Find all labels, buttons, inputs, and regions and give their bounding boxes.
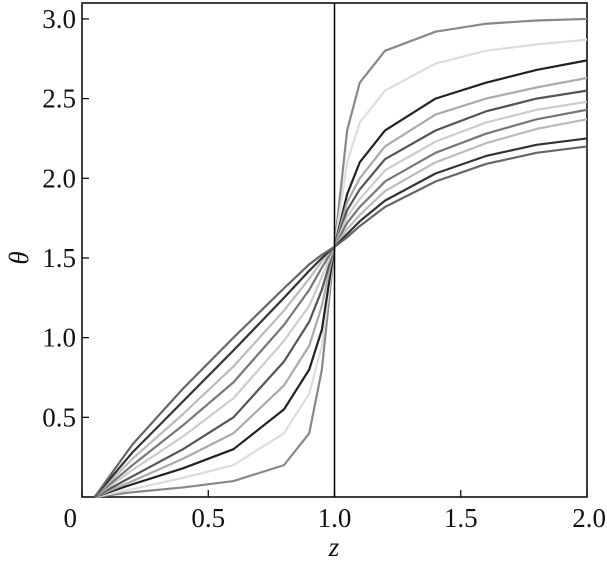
series-line — [93, 108, 588, 498]
series-line — [94, 17, 588, 499]
y-axis-label: θ — [4, 251, 34, 264]
y-tick-label: 2.0 — [42, 163, 76, 193]
x-tick-label: 1.5 — [444, 503, 478, 533]
y-tick-label: 0.5 — [42, 402, 76, 432]
x-tick-label: 0.5 — [191, 503, 225, 533]
x-axis-label: z — [328, 532, 340, 562]
y-tick-label: 1.0 — [42, 323, 76, 353]
y-tick-label: 3.0 — [42, 4, 76, 34]
x-tick-label: 0 — [64, 503, 78, 533]
y-tick-label: 2.5 — [42, 84, 76, 114]
series-line — [93, 118, 588, 498]
y-tick-label: 1.5 — [42, 243, 76, 273]
x-tick-label: 2.0 — [572, 503, 606, 533]
series-line — [94, 76, 588, 499]
x-tick-label: 1.0 — [318, 503, 352, 533]
